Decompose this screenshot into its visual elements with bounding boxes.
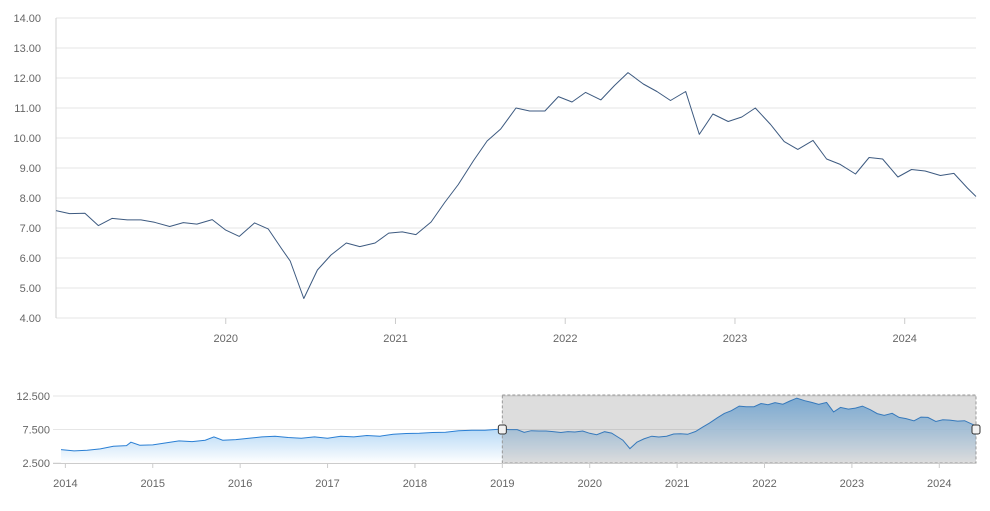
main-x-tick-label: 2022 [553,333,577,345]
navigator-y-tick-label: 7.500 [22,425,50,437]
main-y-tick-label: 7.00 [20,223,41,235]
main-y-tick-label: 11.00 [14,103,41,115]
main-y-tick-label: 14.00 [13,13,41,25]
main-x-tick-label: 2023 [723,333,747,345]
navigator-left-handle[interactable] [497,424,507,435]
navigator-x-tick-label: 2015 [141,478,165,490]
navigator-x-tick-label: 2020 [577,478,601,490]
main-y-tick-label: 6.00 [20,253,41,265]
navigator-x-tick-label: 2016 [228,478,252,490]
main-y-tick-label: 8.00 [20,193,41,205]
main-y-tick-label: 9.00 [20,163,41,175]
navigator-x-tick-label: 2014 [53,478,77,490]
navigator-chart: 2.500 7.500 12.500 2014 2015 2016 2017 2018 2019… [16,391,981,490]
main-y-tick-label: 13.00 [13,43,41,55]
navigator-y-tick-label: 12.500 [16,391,50,403]
main-y-tick-label: 12.00 [13,73,41,85]
navigator-x-tick-label: 2021 [665,478,689,490]
navigator-series-line [60,397,977,452]
main-y-tick-label: 5.00 [20,283,41,295]
main-y-tick-label: 4.00 [20,313,41,325]
main-x-tick-label: 2020 [213,333,237,345]
navigator-y-tick-label: 2.500 [22,458,50,470]
main-x-tick-label: 2024 [892,333,916,345]
navigator-x-tick-label: 2022 [752,478,776,490]
navigator-x-tick-label: 2019 [490,478,514,490]
navigator-x-tick-label: 2018 [403,478,427,490]
navigator-right-handle[interactable] [971,424,981,435]
main-y-tick-label: 10.00 [13,133,41,145]
navigator-x-tick-label: 2023 [840,478,864,490]
main-chart: 4.00 5.00 6.00 7.00 8.00 9.00 10.00 11.00 12.00 1… [13,13,977,345]
main-series-line [55,72,977,299]
navigator-x-tick-label: 2017 [315,478,339,490]
main-x-tick-label: 2021 [383,333,407,345]
navigator-x-tick-label: 2024 [927,478,951,490]
navigator-selection-window[interactable] [501,394,977,464]
